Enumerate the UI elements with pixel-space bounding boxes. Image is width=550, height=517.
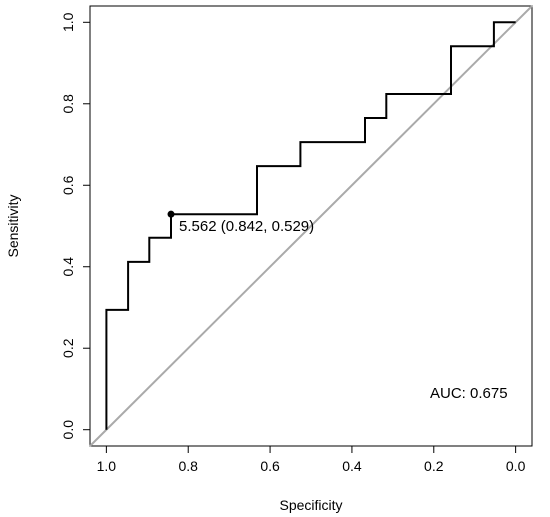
- x-tick-label: 0.0: [506, 458, 526, 474]
- y-axis: 0.0 0.2 0.4 0.6 0.8 1.0: [60, 12, 90, 439]
- x-tick-label: 0.8: [178, 458, 198, 474]
- y-tick-label: 0.0: [60, 420, 76, 440]
- x-axis: 1.0 0.8 0.6 0.4 0.2 0.0: [97, 446, 526, 474]
- optimal-threshold-point: [167, 210, 175, 218]
- optimal-threshold-label: 5.562 (0.842, 0.529): [179, 218, 314, 235]
- y-tick-label: 0.2: [60, 338, 76, 358]
- roc-curve: [105, 21, 516, 430]
- y-tick-label: 1.0: [60, 12, 76, 32]
- x-tick-label: 1.0: [97, 458, 117, 474]
- y-axis-title: Sensitivity: [5, 194, 21, 257]
- x-tick-label: 0.2: [424, 458, 444, 474]
- auc-label: AUC: 0.675: [430, 385, 508, 402]
- diagonal-reference-line: [89, 5, 533, 447]
- x-axis-title: Specificity: [279, 497, 342, 513]
- y-tick-label: 0.4: [60, 257, 76, 277]
- plot-frame: [89, 5, 533, 447]
- x-tick-label: 0.6: [260, 458, 280, 474]
- y-tick-label: 0.6: [60, 175, 76, 195]
- y-tick-label: 0.8: [60, 94, 76, 114]
- x-tick-label: 0.4: [342, 458, 362, 474]
